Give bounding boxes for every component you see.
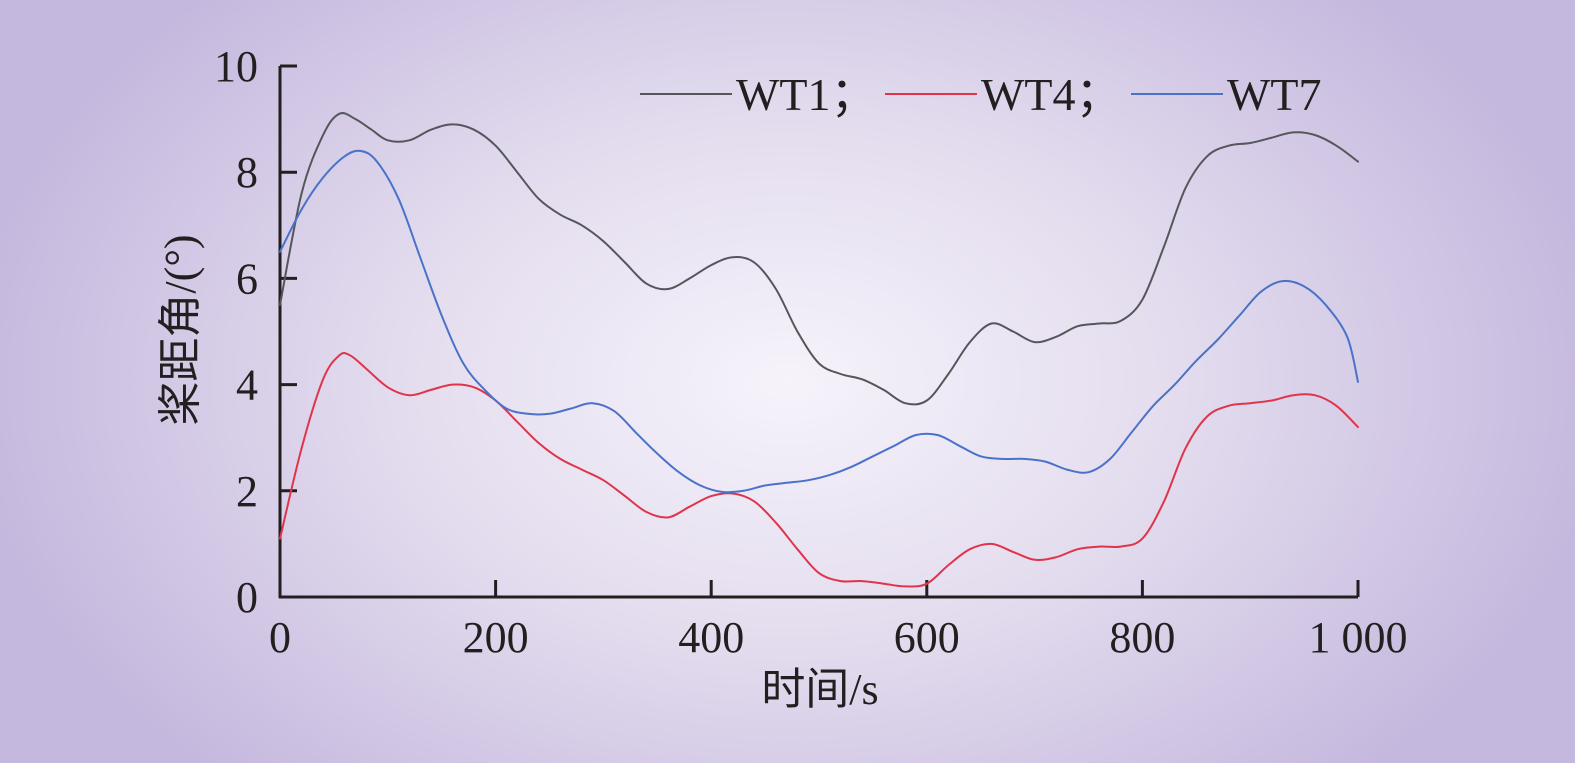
- x-tick-label: 1 000: [1309, 613, 1408, 662]
- series-line-wt7: [279, 149, 1359, 494]
- x-tick-label: 400: [678, 613, 744, 662]
- y-tick-label: 0: [236, 573, 258, 622]
- x-tick-label: 600: [894, 613, 960, 662]
- plot-area: [279, 112, 1359, 588]
- x-tick-label: 800: [1109, 613, 1175, 662]
- y-tick-label: 10: [214, 42, 258, 91]
- y-tick-label: 2: [236, 467, 258, 516]
- series-line-wt4: [279, 352, 1359, 588]
- y-tick-label: 8: [236, 148, 258, 197]
- legend-label-wt7: WT7: [1227, 69, 1322, 120]
- series-line-wt1: [279, 112, 1359, 406]
- y-axis-title: 桨距角/(°): [156, 234, 205, 425]
- legend-label-wt4: WT4；: [981, 69, 1122, 120]
- y-tick-label: 6: [236, 254, 258, 303]
- y-tick-label: 4: [236, 361, 258, 410]
- x-axis-title: 时间/s: [761, 665, 878, 714]
- y-axis: 0 2 4 6 8 10: [214, 42, 297, 622]
- x-tick-label: 0: [269, 613, 291, 662]
- legend: WT1； WT4； WT7: [640, 69, 1322, 120]
- x-tick-label: 200: [463, 613, 529, 662]
- legend-label-wt1: WT1；: [736, 69, 877, 120]
- x-axis: 0 200 400 600 800 1 000: [269, 580, 1408, 662]
